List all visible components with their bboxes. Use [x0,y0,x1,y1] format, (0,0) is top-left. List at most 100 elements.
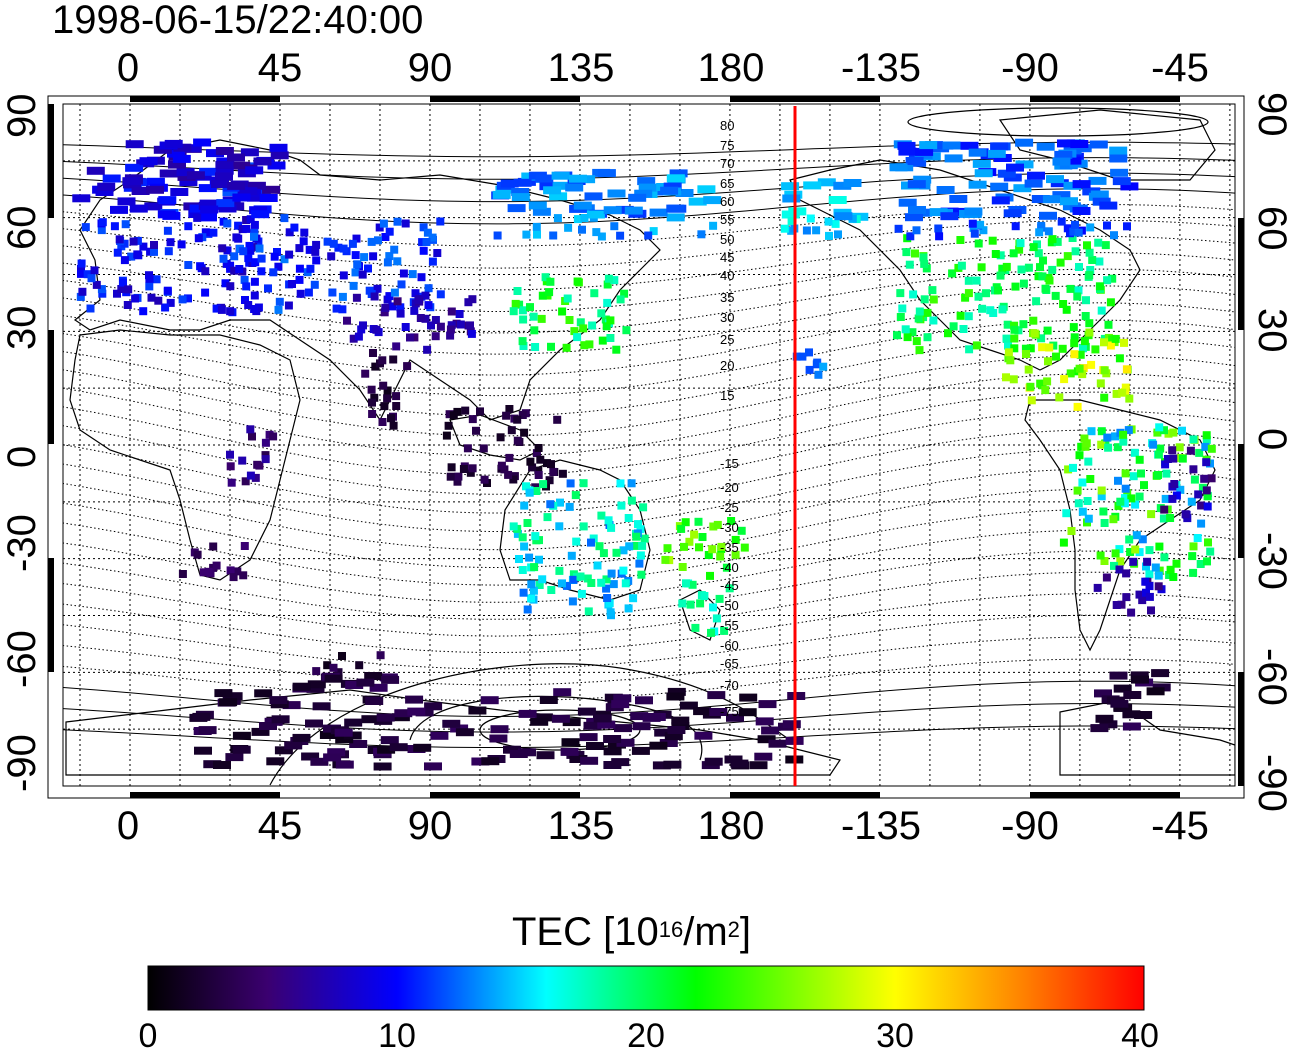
tec-cell [466,321,474,330]
tec-cell [396,309,405,318]
tec-cell [1079,364,1088,373]
tec-cell [1095,257,1104,266]
tec-cell [1082,296,1090,305]
tec-cell [242,216,251,224]
tec-cell [421,291,430,300]
tec-cell [292,682,311,691]
tec-cell [1072,180,1091,189]
tec-cell [717,542,726,551]
top-lon-tick-m90: -90 [1001,46,1059,90]
mlat-label: -45 [720,578,739,593]
tec-cell [87,274,96,283]
tec-cell [588,321,597,330]
tec-cell [991,196,1010,205]
tec-cell [555,522,564,531]
tec-cell [819,362,828,371]
tec-cell [597,309,606,318]
tec-cell [1004,341,1012,350]
tec-cell [612,548,621,557]
tec-cell [218,204,237,213]
tec-cell [1190,475,1199,484]
tec-cell [569,755,588,763]
tec-cell [90,266,99,275]
tec-cell [566,479,575,488]
tec-cell [1013,184,1032,193]
tec-cell [513,529,522,538]
tec-cell [812,226,821,235]
tec-cell [456,320,465,329]
tec-cell [990,182,1009,191]
tec-cell [1036,263,1044,272]
tec-cell [86,304,95,313]
tec-cell [131,187,150,195]
tec-cell [356,678,375,687]
tec-cell [532,536,541,545]
tec-cell [552,181,571,190]
tec-cell [635,559,644,568]
tec-cell [1096,379,1105,388]
tec-cell [224,692,243,701]
tec-cell [913,175,932,184]
tec-cell [295,244,304,253]
tec-cell [624,514,633,522]
tec-cell [199,167,218,176]
tec-cell [372,325,381,334]
tec-cell [176,168,195,177]
tec-cell [970,229,979,238]
tec-cell [339,244,348,253]
tec-cell [312,240,321,249]
tec-cell [421,314,430,323]
tec-cell [1066,284,1075,293]
tec-cell [95,188,114,196]
tec-cell [86,166,105,175]
tec-cell [1125,394,1134,403]
tec-cell [1099,507,1108,516]
tec-cell [990,142,1009,151]
tec-cell [209,542,218,551]
tec-cell [353,260,362,269]
tec-cell [379,381,388,390]
tec-cell [259,722,277,730]
tec-cell [896,289,905,298]
tec-cell [906,232,915,241]
tec-cell [305,719,323,728]
mlat-label: 80 [720,118,734,133]
tec-cell [442,719,461,728]
tec-cell [1063,156,1082,165]
colorbar-tick-0: 0 [138,1017,158,1055]
tec-cell [948,269,957,278]
tec-cell [1045,276,1054,285]
tec-cell [580,214,589,222]
tec-cell [1104,320,1113,329]
tec-cell [168,160,186,169]
tec-cell [446,472,455,481]
tec-cell [401,323,410,331]
tec-cell [428,233,437,242]
tec-cell [731,550,740,559]
tec-cell [1140,481,1148,490]
tec-cell [1131,675,1149,684]
tec-cell [527,594,536,603]
tec-cell [449,411,458,420]
tec-cell [573,215,582,224]
tec-cell [898,304,907,313]
tec-cell [352,234,361,243]
tec-cell [436,217,445,226]
tec-cell [447,321,456,330]
tec-cell [189,204,208,213]
tec-cell [158,196,177,205]
colorbar-tick-30: 30 [876,1017,914,1055]
tec-cell [1113,443,1122,452]
tec-cell [1034,249,1043,258]
tec-cell [1202,486,1211,495]
colorbar-title-main: TEC [10 [512,910,659,954]
tec-cell [631,746,650,755]
tec-cell [1049,341,1058,350]
tec-cell [339,271,348,280]
tec-cell [972,276,981,285]
tec-cell [1102,573,1111,582]
tec-cell [497,461,506,470]
tec-cell [1059,300,1068,308]
tec-cell [146,177,165,186]
colorbar-title-mid: /m [683,910,728,954]
